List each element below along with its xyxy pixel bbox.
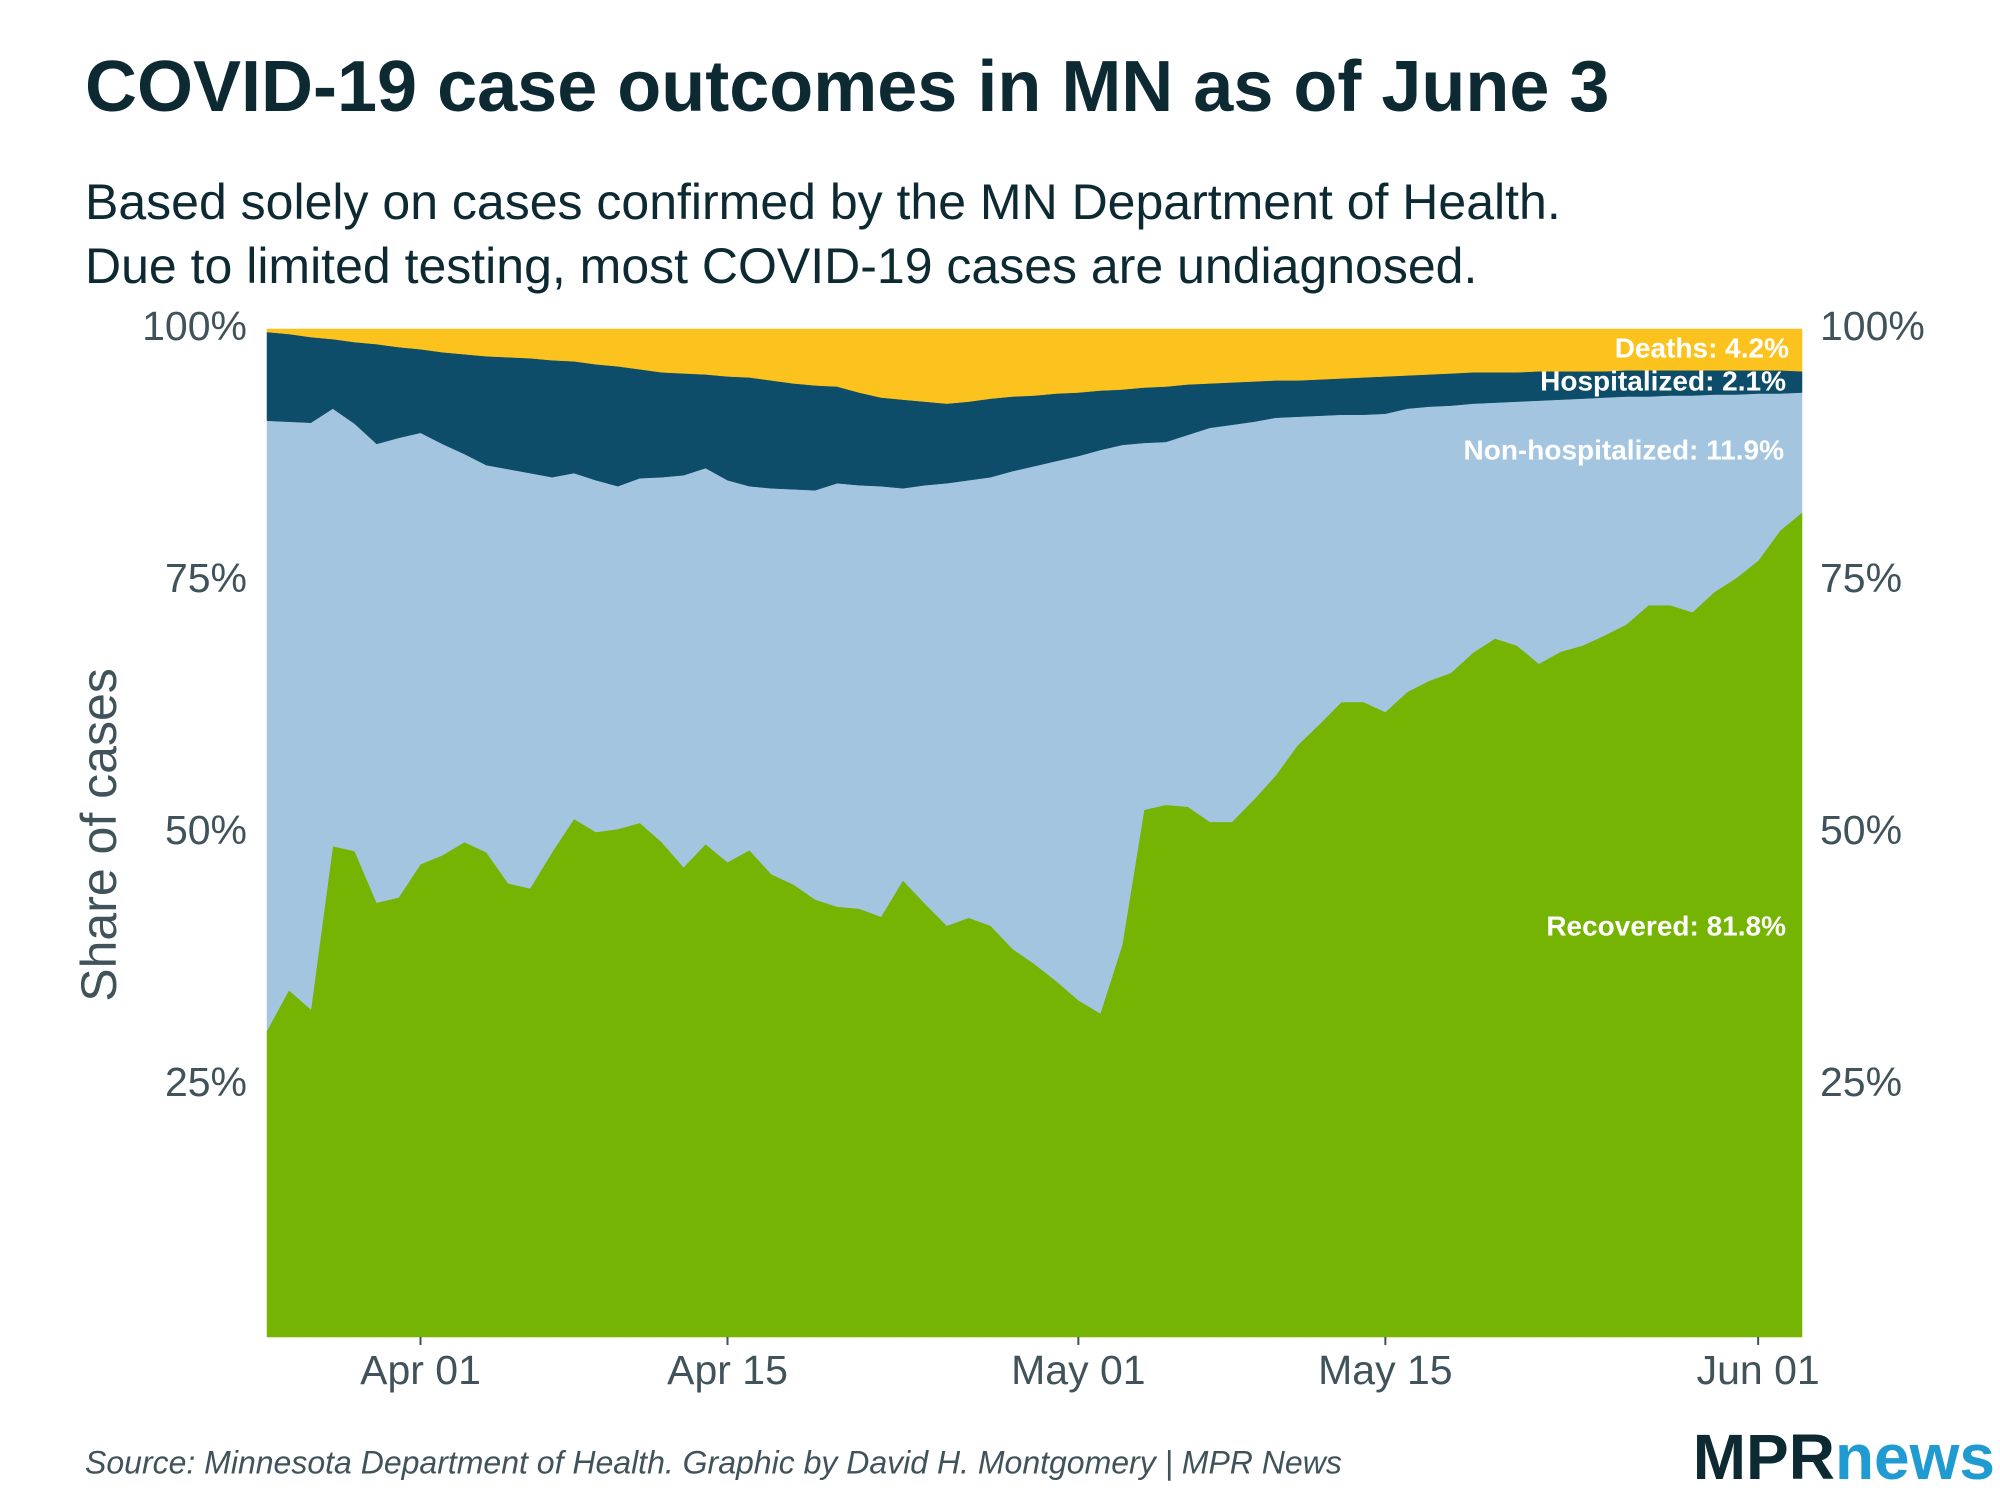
annotation: Recovered: 81.8% [1546, 910, 1786, 941]
annotation: Deaths: 4.2% [1615, 332, 1789, 363]
x-tick-label: May 15 [1318, 1347, 1452, 1393]
logo-part: MPR [1693, 1421, 1835, 1493]
logo: MPRnews [1693, 1421, 1995, 1493]
chart-subtitle: Due to limited testing, most COVID-19 ca… [85, 238, 1477, 294]
y2-tick-label: 100% [1820, 303, 1925, 349]
chart-subtitle: Based solely on cases confirmed by the M… [85, 174, 1561, 230]
y2-tick-label: 50% [1820, 807, 1902, 853]
logo-part: news [1835, 1421, 1995, 1493]
y-tick-label: 25% [165, 1059, 247, 1105]
source-note: Source: Minnesota Department of Health. … [85, 1444, 1342, 1480]
area [266, 328, 1803, 404]
x-tick-label: Jun 01 [1697, 1347, 1820, 1393]
x-tick-label: Apr 01 [360, 1347, 481, 1393]
annotation: Hospitalized: 2.1% [1540, 365, 1786, 396]
y-axis-title: Share of cases [71, 668, 127, 1002]
y-tick-label: 75% [165, 555, 247, 601]
chart-title: COVID-19 case outcomes in MN as of June … [85, 47, 1609, 127]
x-tick-label: Apr 15 [667, 1347, 788, 1393]
annotation: Non-hospitalized: 11.9% [1464, 434, 1785, 465]
y2-tick-label: 75% [1820, 555, 1902, 601]
y-tick-label: 50% [165, 807, 247, 853]
y-tick-label: 100% [142, 303, 247, 349]
x-tick-label: May 01 [1011, 1347, 1145, 1393]
y2-tick-label: 25% [1820, 1059, 1902, 1105]
